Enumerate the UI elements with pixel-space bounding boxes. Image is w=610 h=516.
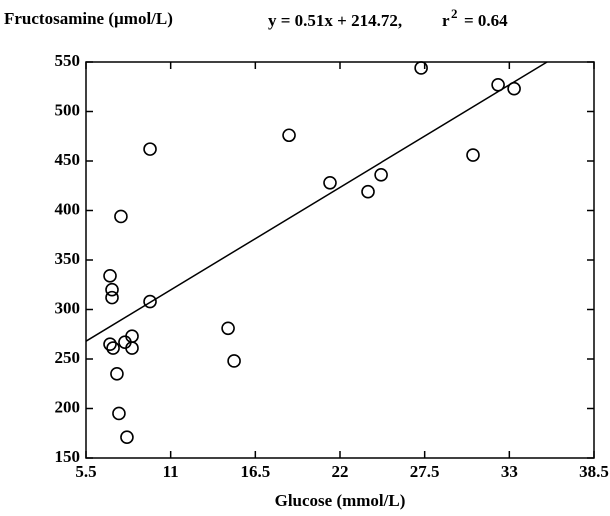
- chart-title: Fructosamine (µmol/L): [4, 9, 173, 28]
- point: [227, 354, 241, 368]
- equation-sup: 2: [451, 6, 458, 21]
- equation-rest: = 0.64: [464, 11, 508, 30]
- x-tick-label: 38.5: [579, 462, 609, 481]
- point: [507, 81, 521, 96]
- point: [414, 61, 428, 75]
- point: [361, 184, 375, 199]
- y-tick-label: 300: [55, 298, 81, 317]
- point: [221, 321, 235, 336]
- x-tick-label: 27.5: [410, 462, 440, 481]
- point: [143, 142, 157, 156]
- x-tick-label: 22: [332, 462, 349, 481]
- equation-r: r: [442, 11, 450, 30]
- point: [282, 128, 296, 143]
- point: [103, 269, 117, 283]
- x-tick-label: 33: [501, 462, 518, 481]
- y-tick-label: 350: [55, 249, 81, 268]
- y-tick-label: 400: [55, 199, 81, 218]
- point: [491, 77, 505, 92]
- point: [466, 148, 480, 162]
- y-tick-label: 550: [55, 51, 81, 70]
- point: [114, 209, 128, 224]
- y-tick-label: 250: [55, 348, 81, 367]
- point: [143, 294, 157, 309]
- point: [112, 406, 126, 421]
- x-tick-label: 11: [163, 462, 179, 481]
- y-tick-label: 450: [55, 150, 81, 169]
- y-tick-label: 150: [55, 447, 81, 466]
- point: [323, 175, 337, 190]
- x-tick-label: 16.5: [240, 462, 270, 481]
- y-tick-label: 500: [55, 100, 81, 119]
- point: [110, 367, 124, 381]
- equation: y = 0.51x + 214.72,: [268, 11, 402, 30]
- plot-frame: [85, 61, 595, 459]
- y-tick-label: 200: [55, 397, 81, 416]
- point: [120, 430, 134, 445]
- point: [103, 337, 117, 351]
- trend-line: [85, 61, 548, 342]
- point: [106, 341, 120, 355]
- x-tick-label: 5.5: [75, 462, 96, 481]
- x-axis-label: Glucose (mmol/L): [275, 491, 406, 510]
- point: [125, 341, 139, 355]
- point: [105, 282, 119, 297]
- point: [105, 290, 119, 305]
- point: [374, 168, 388, 182]
